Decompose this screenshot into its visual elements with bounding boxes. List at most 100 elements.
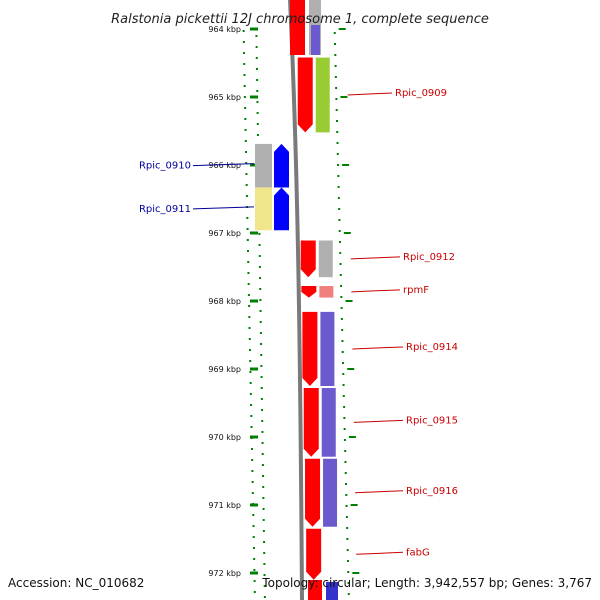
ring-dot-inner: [255, 46, 258, 48]
ring-dot-outer: [243, 52, 246, 54]
gene-label: Rpic_0909: [395, 88, 447, 99]
ring-dot-inner: [258, 233, 261, 235]
ring-dot-outer: [247, 250, 249, 252]
gene-label-leader: [350, 256, 401, 260]
ring-dot-outer: [252, 536, 255, 538]
ring-dot-inner: [263, 563, 266, 565]
ring-dot-right: [340, 296, 343, 298]
axis-tick-mark-right: [347, 368, 355, 370]
ring-dot-right: [344, 461, 347, 463]
gene-label-leader: [356, 551, 404, 555]
ring-dot-outer: [243, 63, 246, 65]
axis-tick-mark: [250, 435, 258, 439]
axis-tick-label: 964 kbp: [208, 25, 241, 34]
axis-tick-mark: [250, 571, 258, 575]
ring-dot-right: [343, 439, 346, 441]
ring-dot-right: [340, 307, 343, 309]
ring-dot-inner: [261, 464, 264, 466]
axis-tick-mark: [250, 95, 258, 99]
ring-dot-right: [337, 186, 340, 188]
gene-track-bar: [315, 57, 330, 133]
axis-ticks: 964 kbp 965 kbp 966 kbp 967 kbp 968 kbp 969 k…: [208, 25, 360, 578]
axis-tick-mark-right: [342, 164, 350, 166]
axis-tick-label: 967 kbp: [208, 229, 241, 238]
ring-dot-outer: [245, 151, 248, 153]
ring-dot-inner: [256, 123, 259, 125]
ring-dot-right: [334, 65, 337, 67]
gene-label: Rpic_0916: [406, 486, 458, 497]
ring-dot-right: [338, 241, 341, 243]
ring-dot-right: [346, 549, 349, 551]
gene-label-leader: [192, 163, 255, 167]
ring-dot-outer: [245, 184, 248, 186]
ring-dot-outer: [245, 195, 248, 197]
ring-dot-outer: [250, 404, 253, 406]
ring-dot-right: [345, 505, 348, 507]
gene-arrow-reverse: [274, 143, 289, 188]
ring-dot-outer: [242, 41, 245, 43]
gene-arrow-forward: [301, 286, 317, 298]
ring-dot-inner: [262, 475, 265, 477]
ring-dot-outer: [252, 547, 255, 549]
ring-dot-outer: [248, 349, 251, 351]
ring-dot-right: [334, 43, 337, 45]
gene-label: Rpic_0910: [139, 161, 191, 172]
ring-dot-inner: [261, 409, 264, 411]
backbone-arc: [288, 0, 304, 600]
ring-dot-right: [336, 153, 339, 155]
axis-tick-mark-right: [352, 572, 360, 574]
ring-dot-outer: [244, 140, 247, 142]
axis-tick-label: 968 kbp: [208, 297, 241, 306]
gene-track-bar: [319, 286, 334, 298]
ring-dot-inner: [260, 354, 263, 356]
ring-dot-right: [338, 219, 341, 221]
ring-dot-inner: [263, 552, 266, 554]
ring-dot-inner: [260, 387, 263, 389]
ring-dot-inner: [256, 90, 259, 92]
ring-dot-inner: [263, 596, 266, 598]
ring-dot-outer: [244, 129, 247, 131]
ring-dot-outer: [246, 217, 249, 219]
axis-tick-mark: [250, 299, 258, 303]
gene-track-bar: [255, 187, 272, 231]
ring-dot-outer: [248, 338, 251, 340]
ring-dot-inner: [256, 112, 259, 114]
ring-dot-right: [342, 395, 345, 397]
ring-dot-right: [340, 318, 343, 320]
partial-feature-bottom-forward: [308, 580, 322, 600]
gene-track-bar: [318, 240, 333, 278]
ring-dot-outer: [242, 30, 245, 32]
ring-dot-right: [336, 131, 339, 133]
ring-dot-inner: [255, 68, 258, 70]
ring-dot-inner: [263, 585, 266, 587]
ring-dot-right: [345, 516, 348, 518]
ring-dot-right: [342, 362, 344, 364]
ring-dot-right: [346, 527, 349, 529]
ring-dot-inner: [258, 244, 261, 246]
gene-label-leader: [351, 289, 401, 293]
ring-dot-outer: [248, 316, 251, 318]
ring-dot-inner: [262, 519, 265, 521]
ring-dot-right: [337, 164, 340, 166]
ring-dot-right: [346, 538, 349, 540]
ring-dot-outer: [252, 514, 255, 516]
ring-dot-right: [346, 560, 349, 562]
axis-tick-mark: [250, 367, 258, 371]
gene-label-leader: [192, 206, 255, 210]
ring-dot-right: [335, 109, 338, 111]
axis-tick-mark: [250, 503, 258, 507]
ring-dot-right: [344, 472, 347, 474]
ring-dot-outer: [246, 228, 249, 230]
ring-dot-right: [344, 450, 347, 452]
ring-dot-inner: [261, 431, 264, 433]
ring-dot-inner: [262, 486, 265, 488]
axis-tick-mark-right: [340, 96, 348, 98]
ring-dot-outer: [247, 294, 250, 296]
accession-text: Accession: NC_010682: [8, 576, 144, 590]
gene-label: fabG: [406, 547, 430, 558]
ring-dot-outer: [250, 415, 253, 417]
ring-dot-right: [341, 340, 344, 342]
ring-dot-outer: [251, 459, 254, 461]
ring-dot-right: [336, 142, 339, 144]
ring-dot-right: [343, 428, 346, 430]
